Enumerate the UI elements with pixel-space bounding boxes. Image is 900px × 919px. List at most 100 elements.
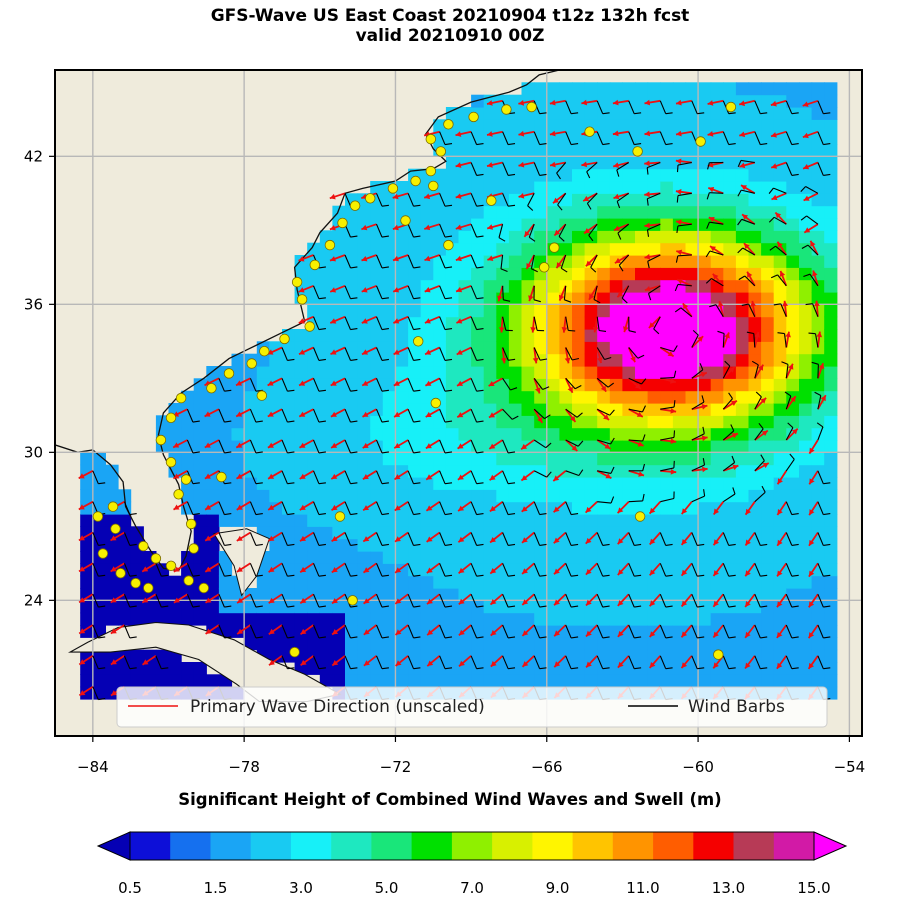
wave-arrowhead bbox=[771, 163, 778, 169]
wind-barb-flag bbox=[761, 485, 766, 493]
wind-barb-flag bbox=[381, 513, 389, 516]
wind-barb-flag bbox=[544, 414, 551, 420]
wind-barb bbox=[773, 187, 787, 194]
wave-arrowhead bbox=[682, 303, 689, 310]
wave-arrowhead bbox=[487, 162, 493, 168]
wind-barb-flag bbox=[665, 574, 673, 577]
wave-arrowhead bbox=[173, 504, 180, 510]
wind-barb bbox=[557, 192, 567, 206]
wind-barb bbox=[344, 347, 352, 361]
wave-arrowhead bbox=[791, 428, 798, 435]
colorbar-tick-label: 7.0 bbox=[460, 879, 484, 897]
wave-arrowhead bbox=[205, 504, 212, 510]
buoy-marker bbox=[223, 368, 235, 379]
wind-barb bbox=[659, 100, 667, 114]
wind-barb-flag bbox=[800, 215, 807, 221]
wind-barb-flag bbox=[811, 361, 819, 365]
wave-arrowhead bbox=[395, 629, 402, 635]
wind-barb bbox=[593, 285, 598, 300]
wind-barb-flag bbox=[602, 605, 610, 608]
wave-arrowhead bbox=[670, 408, 677, 414]
wind-barbs bbox=[92, 100, 831, 701]
wind-barb-flag bbox=[673, 370, 677, 378]
wind-barb bbox=[375, 624, 383, 639]
wind-barb bbox=[722, 624, 730, 639]
wave-arrowhead bbox=[644, 286, 651, 292]
wave-arrowhead bbox=[644, 253, 651, 260]
x-tick-label: −78 bbox=[228, 758, 260, 776]
wind-barb bbox=[92, 655, 99, 669]
wave-arrowhead bbox=[110, 566, 117, 572]
wind-barb-flag bbox=[789, 453, 795, 460]
wind-barb-flag bbox=[665, 143, 673, 146]
wind-barb-flag bbox=[746, 331, 754, 335]
wind-barb-flag bbox=[98, 698, 106, 701]
wind-barb-flag bbox=[508, 451, 516, 454]
colorbar-tick-label: 5.0 bbox=[375, 879, 399, 897]
wave-arrowhead bbox=[458, 598, 465, 605]
wind-barb-flag bbox=[318, 667, 326, 670]
wave-arrowhead bbox=[777, 570, 783, 577]
wave-arrowhead bbox=[300, 535, 306, 542]
wind-barb bbox=[742, 247, 756, 256]
wind-barb-flag bbox=[539, 574, 547, 577]
wind-barb-flag bbox=[350, 420, 358, 423]
wind-barb-flag bbox=[593, 299, 601, 304]
wind-barb-flag bbox=[539, 143, 547, 146]
wave-arrowhead bbox=[458, 567, 465, 574]
wave-arrowhead bbox=[808, 662, 814, 669]
wind-barb bbox=[754, 364, 759, 379]
wind-barb bbox=[439, 470, 446, 484]
buoy-marker bbox=[365, 193, 376, 204]
buoy-marker bbox=[337, 217, 348, 229]
wind-barb-flag bbox=[508, 667, 516, 670]
wave-arrowhead bbox=[457, 443, 464, 449]
wave-arrowhead bbox=[236, 473, 243, 479]
colorbar-swatch bbox=[371, 832, 413, 860]
wind-barb bbox=[470, 408, 478, 423]
wind-barb bbox=[92, 532, 99, 546]
wind-barb bbox=[817, 563, 824, 577]
wave-arrowhead bbox=[425, 349, 432, 355]
wind-barb bbox=[647, 192, 661, 200]
wave-arrowhead bbox=[553, 506, 560, 513]
wind-barb-flag bbox=[646, 229, 650, 237]
wind-barb bbox=[596, 655, 604, 669]
wave-arrowhead bbox=[455, 193, 462, 199]
wind-barb-flag bbox=[673, 430, 676, 438]
wind-barb bbox=[407, 193, 415, 207]
wave-arrowhead bbox=[745, 601, 751, 607]
wave-arrowhead bbox=[142, 566, 149, 572]
buoy-marker bbox=[410, 175, 421, 187]
wind-barb bbox=[249, 408, 257, 423]
wind-barb-flag bbox=[616, 201, 621, 209]
wave-arrowhead bbox=[79, 628, 86, 634]
wind-barb bbox=[722, 532, 730, 546]
wind-barb-flag bbox=[557, 204, 563, 211]
wind-barb bbox=[470, 655, 478, 669]
wind-barb bbox=[754, 396, 762, 410]
wind-barb bbox=[375, 378, 383, 392]
wave-arrowhead bbox=[110, 659, 117, 665]
wind-barb bbox=[659, 655, 667, 669]
wave-arrowhead bbox=[613, 193, 620, 200]
wave-arrowhead bbox=[802, 132, 809, 139]
wind-barb-flag bbox=[444, 266, 453, 269]
wave-arrowhead bbox=[771, 194, 778, 201]
wind-barb bbox=[817, 624, 824, 639]
wave-arrowhead bbox=[394, 474, 401, 480]
wave-arrowhead bbox=[604, 443, 611, 449]
wave-arrowhead bbox=[329, 225, 336, 231]
wave-arrowhead bbox=[487, 100, 493, 106]
wind-barb bbox=[722, 131, 730, 145]
wind-barb-flag bbox=[287, 605, 295, 608]
wind-barb-flag bbox=[642, 434, 646, 442]
wave-arrowhead bbox=[617, 630, 624, 637]
wind-barb-flag bbox=[381, 297, 389, 300]
wave-arrowhead bbox=[581, 161, 588, 168]
wind-barb-flag bbox=[413, 358, 421, 361]
wave-arrowhead bbox=[393, 318, 400, 324]
wind-barb bbox=[533, 408, 545, 420]
wind-barb bbox=[249, 439, 257, 454]
wave-arrowhead bbox=[236, 411, 243, 417]
